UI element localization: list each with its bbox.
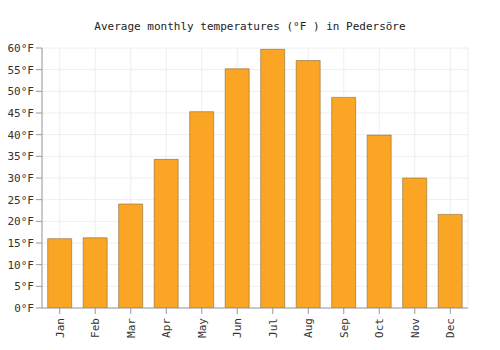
svg-text:Oct: Oct <box>373 318 386 338</box>
svg-text:5°F: 5°F <box>14 280 34 293</box>
svg-text:Aug: Aug <box>302 318 315 338</box>
svg-text:May: May <box>196 318 209 338</box>
svg-text:50°F: 50°F <box>8 85 34 98</box>
svg-text:Dec: Dec <box>444 318 457 338</box>
svg-text:45°F: 45°F <box>8 107 34 120</box>
svg-text:Jun: Jun <box>231 318 244 338</box>
svg-text:Feb: Feb <box>89 318 102 338</box>
svg-text:60°F: 60°F <box>8 42 34 55</box>
svg-text:Nov: Nov <box>409 318 422 338</box>
svg-text:0°F: 0°F <box>14 302 34 315</box>
svg-text:15°F: 15°F <box>8 237 34 250</box>
svg-text:35°F: 35°F <box>8 150 34 163</box>
svg-text:40°F: 40°F <box>8 129 34 142</box>
svg-text:Jan: Jan <box>54 318 67 338</box>
svg-text:Mar: Mar <box>125 318 138 338</box>
svg-text:10°F: 10°F <box>8 259 34 272</box>
svg-text:30°F: 30°F <box>8 172 34 185</box>
html-text:Average monthly temperatures (: Average monthly temperatures (°F ) in Pe… <box>94 20 406 33</box>
svg-text:55°F: 55°F <box>8 64 34 77</box>
svg-text:20°F: 20°F <box>8 215 34 228</box>
svg-text:25°F: 25°F <box>8 194 34 207</box>
svg-text:Apr: Apr <box>160 318 173 338</box>
svg-text:Sep: Sep <box>338 318 351 338</box>
svg-text:Jul: Jul <box>267 318 280 338</box>
